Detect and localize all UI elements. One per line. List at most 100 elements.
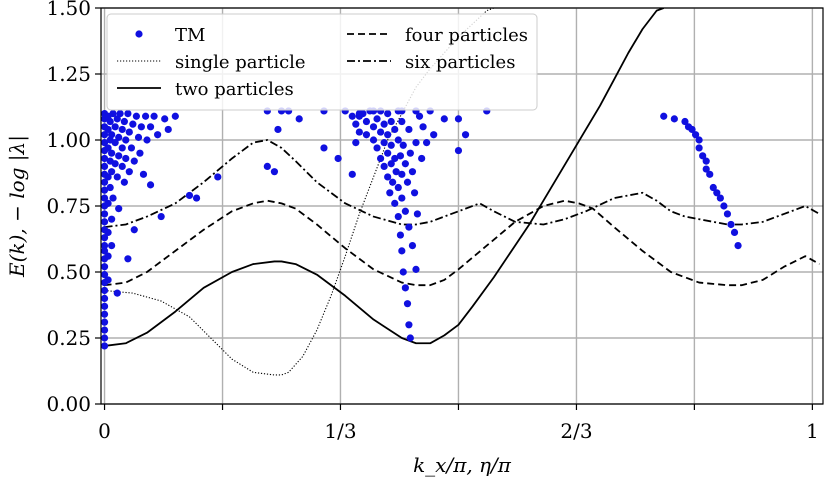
tm-point	[380, 162, 388, 170]
legend-label: two particles	[175, 79, 294, 100]
tm-point	[134, 133, 143, 141]
legend-swatch-tm	[135, 30, 143, 38]
tm-point	[387, 141, 395, 149]
tm-point	[122, 136, 130, 144]
tm-point	[125, 168, 133, 176]
tm-point	[406, 149, 414, 157]
tm-point	[688, 125, 696, 134]
tm-point	[109, 110, 117, 118]
tm-point	[164, 125, 172, 134]
tm-point	[115, 133, 123, 141]
tm-point	[454, 146, 463, 155]
tm-point	[146, 123, 155, 131]
tm-point	[440, 115, 448, 123]
tm-point	[141, 112, 150, 120]
series-line-single-particle	[104, 8, 495, 376]
tm-point	[387, 160, 395, 168]
tm-point	[723, 210, 732, 218]
tm-point	[454, 115, 463, 123]
tm-point	[352, 139, 360, 147]
tm-point	[377, 154, 385, 163]
tm-point	[412, 265, 420, 273]
tm-point	[384, 173, 392, 181]
tm-point	[106, 183, 114, 192]
tm-point	[263, 162, 271, 170]
x-axis-label: k_x/π, η/π	[413, 453, 512, 477]
tm-point	[391, 154, 399, 163]
tm-point	[355, 128, 363, 136]
tm-point	[104, 228, 112, 236]
tm-point	[384, 110, 392, 118]
tm-point	[670, 115, 678, 123]
tm-point	[348, 112, 356, 120]
tm-point	[101, 310, 109, 318]
tm-point	[104, 276, 112, 284]
tm-point	[334, 154, 342, 163]
tm-point	[391, 125, 399, 134]
series-line-two-particles	[104, 8, 665, 347]
tm-point	[122, 154, 130, 163]
tm-point	[143, 136, 151, 144]
tm-point	[139, 170, 148, 178]
tm-point	[157, 212, 165, 221]
tm-point	[136, 149, 144, 157]
tm-point	[118, 162, 126, 170]
tm-point	[461, 131, 470, 139]
tm-point	[727, 220, 735, 229]
tm-point	[101, 263, 109, 271]
tm-point	[394, 183, 402, 192]
tm-point	[185, 191, 194, 200]
tm-point	[401, 207, 409, 215]
series-line-four-particles	[104, 199, 820, 287]
tm-point	[104, 173, 112, 181]
y-axis-label: E(k), − log |λ|	[5, 135, 30, 278]
tm-point	[125, 128, 133, 136]
tm-point	[408, 242, 417, 250]
tm-point	[101, 218, 109, 226]
tm-point	[127, 144, 136, 152]
legend-label: single particle	[175, 52, 306, 73]
tm-point	[403, 300, 412, 308]
tm-point	[113, 115, 121, 123]
tm-point	[320, 144, 328, 152]
tm-point	[120, 117, 128, 126]
tm-point	[713, 189, 721, 197]
tm-point	[413, 210, 422, 218]
tm-point	[192, 194, 201, 202]
tm-point	[734, 242, 742, 250]
tm-point	[101, 154, 109, 163]
tm-point	[403, 178, 412, 186]
legend-label: TM	[175, 25, 205, 46]
tm-point	[387, 117, 395, 126]
tm-point	[108, 242, 116, 250]
tm-point	[401, 160, 409, 168]
tm-point	[398, 247, 406, 255]
tm-point	[399, 141, 407, 149]
x-tick-label: 0	[98, 419, 111, 443]
tm-point	[146, 181, 155, 189]
x-tick-label: 2/3	[560, 419, 592, 443]
tm-point	[430, 131, 438, 139]
legend-box	[106, 13, 538, 111]
y-tick-label: 0.00	[46, 392, 91, 416]
tm-point	[101, 342, 109, 350]
tm-point	[116, 110, 124, 118]
tm-point	[132, 112, 140, 120]
tm-point	[709, 183, 717, 192]
legend: TM single particle two particles four parti…	[106, 13, 538, 111]
tm-point	[377, 128, 385, 136]
tm-point	[373, 144, 381, 152]
tm-point	[274, 125, 282, 134]
tm-point	[389, 178, 397, 186]
tm-point	[101, 294, 109, 302]
tm-point	[104, 125, 112, 134]
tm-point	[150, 112, 158, 120]
tm-point	[124, 255, 132, 263]
tm-point	[660, 112, 668, 120]
tm-point	[101, 162, 109, 170]
tm-point	[101, 286, 109, 295]
tm-point	[398, 194, 406, 202]
tm-point	[108, 168, 116, 176]
tm-point	[101, 139, 109, 147]
y-tick-label: 1.00	[46, 128, 91, 152]
